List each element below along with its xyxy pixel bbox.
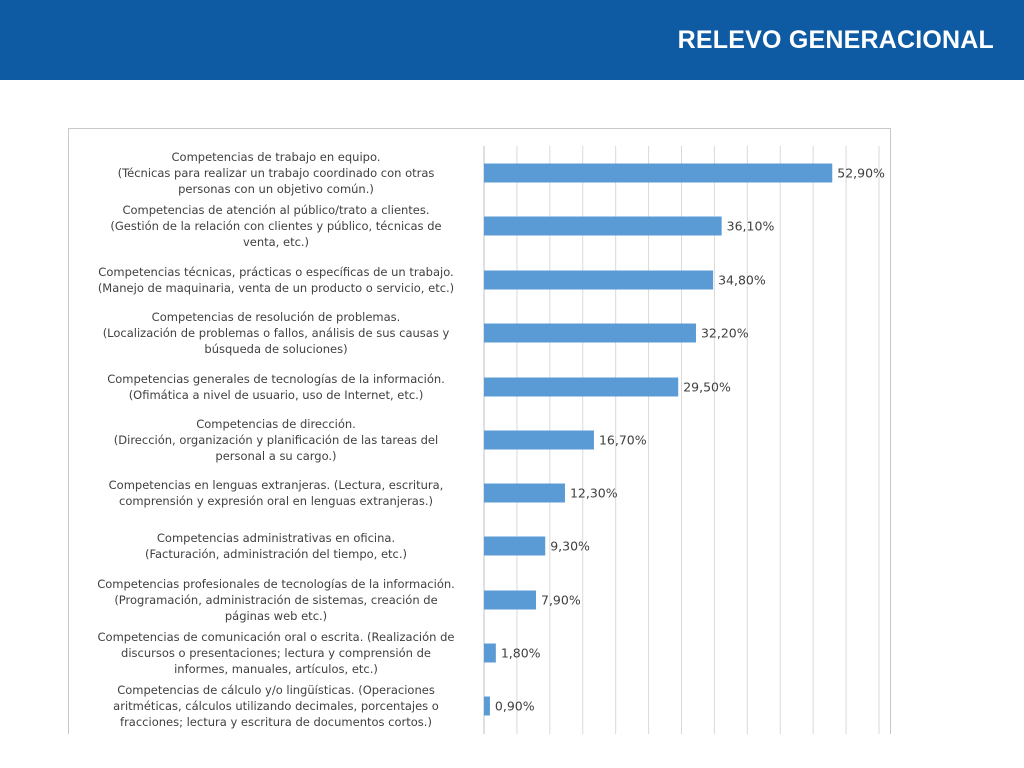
category-label: (Ofimática a nivel de usuario, uso de In… xyxy=(129,388,424,402)
bar xyxy=(484,270,714,290)
category-label: Competencias de resolución de problemas. xyxy=(152,310,401,324)
category-label: Competencias de trabajo en equipo. xyxy=(172,150,381,164)
bar xyxy=(484,163,833,183)
data-label: 12,30% xyxy=(570,486,618,501)
bar xyxy=(484,590,537,610)
category-label: comprensión y expresión oral en lenguas … xyxy=(119,494,433,508)
category-label: (Dirección, organización y planificación… xyxy=(114,433,438,447)
bar xyxy=(484,483,565,503)
category-label: fracciones; lectura y escritura de docum… xyxy=(120,715,432,729)
category-label: Competencias profesionales de tecnología… xyxy=(97,577,455,591)
header-bar: RELEVO GENERACIONAL xyxy=(0,0,1024,80)
category-label: discursos o presentaciones; lectura y co… xyxy=(121,646,431,660)
bar xyxy=(484,536,546,556)
category-label: (Localización de problemas o fallos, aná… xyxy=(103,326,450,340)
category-label: búsqueda de soluciones) xyxy=(204,342,347,356)
bar xyxy=(484,323,696,343)
category-label: Competencias de dirección. xyxy=(196,417,356,431)
bar-chart: 52,90% Competencias de trabajo en equipo.… xyxy=(97,146,885,734)
bar xyxy=(484,377,679,397)
data-label: 16,70% xyxy=(599,433,647,448)
bar xyxy=(484,216,722,236)
data-label: 34,80% xyxy=(718,273,766,288)
bar xyxy=(484,696,490,716)
data-label: 9,30% xyxy=(550,539,590,554)
bar xyxy=(484,430,594,450)
category-label: Competencias de comunicación oral o escr… xyxy=(98,630,455,644)
data-label: 52,90% xyxy=(837,166,885,181)
category-label: informes, manuales, artículos, etc.) xyxy=(174,662,378,676)
category-label: venta, etc.) xyxy=(243,235,309,249)
category-label: (Técnicas para realizar un trabajo coord… xyxy=(118,166,435,180)
category-label: (Manejo de maquinaria, venta de un produ… xyxy=(98,281,454,295)
category-label: Competencias técnicas, prácticas o espec… xyxy=(98,265,453,279)
data-label: 7,90% xyxy=(541,593,581,608)
data-label: 0,90% xyxy=(495,699,535,714)
category-label: páginas web etc.) xyxy=(225,609,327,623)
data-label: 1,80% xyxy=(501,646,541,661)
category-label: (Facturación, administración del tiempo,… xyxy=(145,547,407,561)
bar xyxy=(484,643,496,663)
category-label: Competencias en lenguas extranjeras. (Le… xyxy=(109,478,444,492)
category-label: Competencias generales de tecnologías de… xyxy=(107,372,445,386)
data-label: 32,20% xyxy=(701,326,749,341)
category-label: personal a su cargo.) xyxy=(215,449,336,463)
category-label: aritméticas, cálculos utilizando decimal… xyxy=(113,699,439,713)
category-label: Competencias administrativas en oficina. xyxy=(157,531,395,545)
category-label: (Programación, administración de sistema… xyxy=(114,593,437,607)
category-label: (Gestión de la relación con clientes y p… xyxy=(110,219,441,233)
chart-frame xyxy=(68,128,891,735)
category-label: Competencias de cálculo y/o lingüísticas… xyxy=(117,683,435,697)
bottom-strip xyxy=(0,734,1024,768)
category-label: Competencias de atención al público/trat… xyxy=(122,203,429,217)
category-label: personas con un objetivo común.) xyxy=(178,182,374,196)
data-label: 36,10% xyxy=(727,219,775,234)
data-label: 29,50% xyxy=(683,380,731,395)
page-title: RELEVO GENERACIONAL xyxy=(677,26,994,54)
